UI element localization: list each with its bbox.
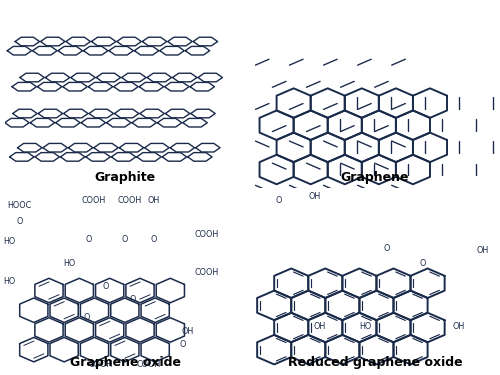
Text: OH: OH — [182, 327, 194, 336]
Text: O: O — [102, 282, 109, 291]
Text: HO: HO — [4, 237, 16, 246]
Text: COOH: COOH — [118, 196, 142, 205]
Text: O: O — [129, 295, 136, 304]
Text: HO: HO — [4, 277, 16, 286]
Text: HOOC: HOOC — [8, 201, 32, 210]
Text: O: O — [420, 259, 426, 268]
Text: O: O — [84, 313, 90, 322]
Text: HO: HO — [64, 259, 76, 268]
Text: O: O — [384, 244, 390, 254]
Text: OH: OH — [453, 322, 465, 331]
Text: COOH: COOH — [89, 360, 113, 369]
Text: Graphene oxide: Graphene oxide — [70, 357, 180, 369]
Text: O: O — [276, 196, 282, 205]
Text: OH: OH — [477, 246, 489, 255]
Text: O: O — [86, 236, 92, 244]
Text: COOH: COOH — [82, 196, 106, 205]
Text: COOH: COOH — [194, 268, 218, 277]
Text: OH: OH — [148, 196, 160, 205]
Text: O: O — [180, 340, 186, 349]
Text: OH: OH — [314, 322, 326, 331]
Text: Graphite: Graphite — [94, 171, 156, 184]
Text: O: O — [150, 236, 157, 244]
Text: Graphene: Graphene — [341, 171, 409, 184]
Text: Reduced graphene oxide: Reduced graphene oxide — [288, 357, 463, 369]
Text: O: O — [16, 217, 22, 226]
Text: COOH: COOH — [137, 360, 161, 369]
Text: HO: HO — [360, 322, 372, 331]
Text: O: O — [122, 236, 128, 244]
Text: COOH: COOH — [194, 230, 218, 239]
Text: OH: OH — [309, 192, 321, 201]
